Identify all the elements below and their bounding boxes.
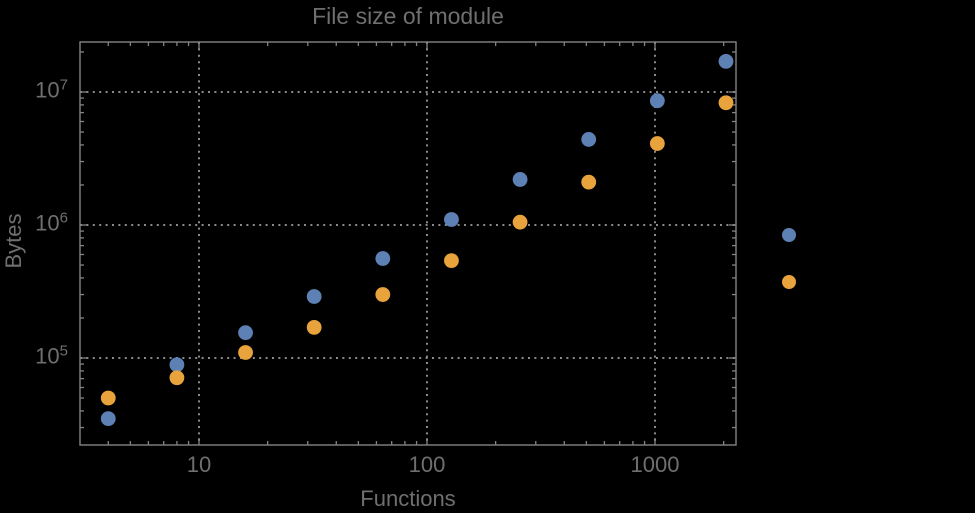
x-tick-label: 1000 xyxy=(630,452,680,477)
data-point-series-2-orange xyxy=(306,319,322,335)
data-point-series-2-orange xyxy=(375,287,391,302)
x-tick-label: 10 xyxy=(186,452,212,477)
data-point-series-1-blue xyxy=(444,212,459,227)
y-tick-label: 107 xyxy=(35,76,68,103)
plot-frame xyxy=(79,41,737,446)
legend-marker-1 xyxy=(782,228,796,242)
data-point-series-2-orange xyxy=(581,174,597,190)
data-point-series-1-blue xyxy=(649,93,665,109)
x-axis-label: Functions xyxy=(360,486,456,511)
data-point-series-1-blue xyxy=(238,325,253,341)
data-point-series-2-orange xyxy=(100,390,116,406)
y-tick-label: 105 xyxy=(35,342,68,369)
data-point-series-1-blue xyxy=(306,289,322,304)
data-point-series-1-blue xyxy=(581,132,597,147)
chart-title: File size of module xyxy=(312,3,504,29)
x-tick-label: 100 xyxy=(408,452,446,477)
data-point-series-2-orange xyxy=(512,214,528,230)
data-point-series-1-blue xyxy=(169,357,185,373)
data-point-series-2-orange xyxy=(444,253,459,268)
data-point-series-2-orange xyxy=(649,136,665,151)
data-point-series-2-orange xyxy=(169,370,185,386)
data-point-series-2-orange xyxy=(718,95,734,111)
data-point-series-2-orange xyxy=(238,345,253,360)
data-point-series-1-blue xyxy=(100,411,116,427)
y-tick-label: 106 xyxy=(35,209,68,236)
legend-marker-2 xyxy=(782,275,796,289)
data-point-series-1-blue xyxy=(375,251,391,266)
data-point-series-1-blue xyxy=(718,53,734,69)
data-point-series-1-blue xyxy=(512,172,528,187)
